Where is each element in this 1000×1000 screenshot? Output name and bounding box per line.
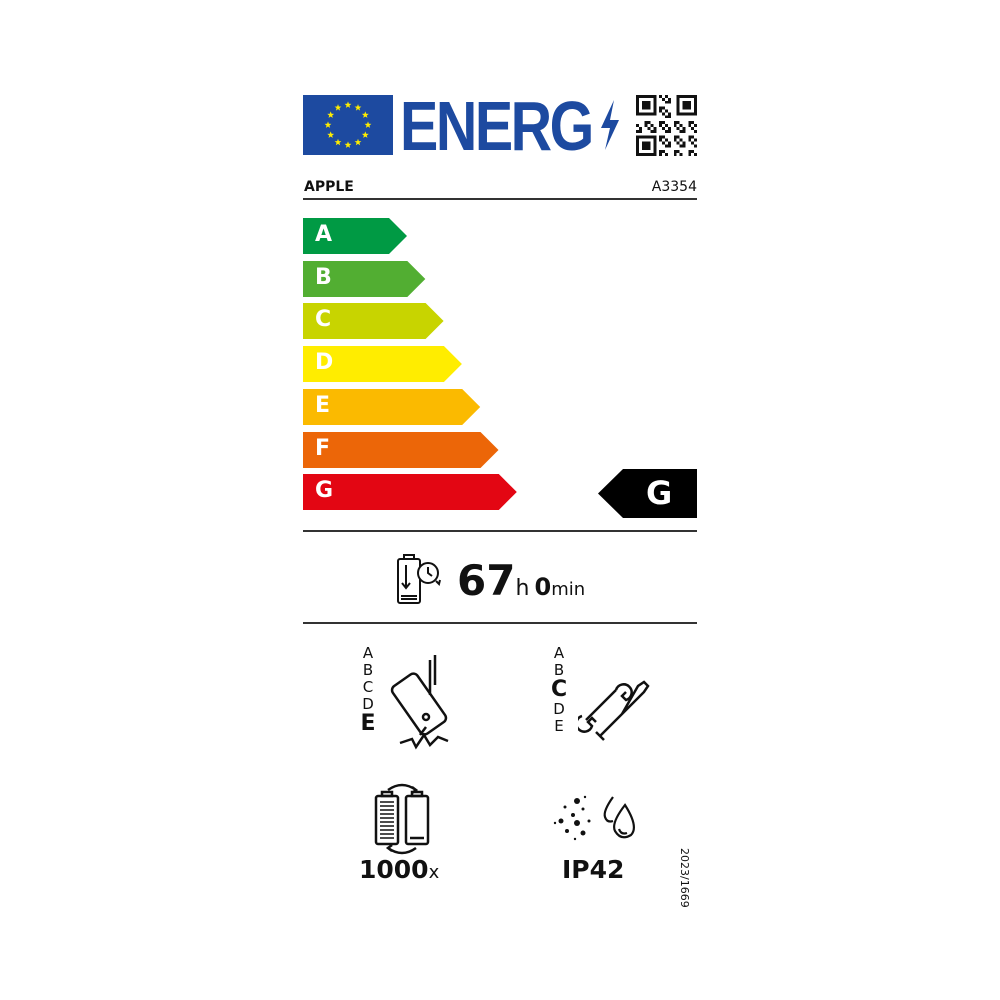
battery-endurance-icon bbox=[397, 554, 441, 604]
minutes-value: 0 bbox=[534, 573, 552, 601]
star-icon bbox=[361, 111, 369, 118]
bar-arrow-shape bbox=[303, 218, 407, 254]
energy-class-bar-d: D bbox=[303, 346, 464, 383]
star-icon bbox=[327, 131, 335, 138]
scale-class-a: A bbox=[553, 644, 565, 662]
minutes-unit: min bbox=[551, 579, 586, 600]
energy-class-bar-a: A bbox=[303, 218, 409, 254]
energy-class-bar-f: F bbox=[303, 431, 501, 468]
repair-tools-icon bbox=[578, 680, 650, 741]
eu-flag-icon bbox=[303, 95, 393, 155]
selected-class-indicator: G bbox=[598, 469, 697, 518]
divider bbox=[303, 622, 697, 624]
cycles-unit: x bbox=[428, 862, 440, 883]
star-icon bbox=[334, 138, 342, 146]
bar-arrow-shape bbox=[303, 388, 481, 425]
star-icon bbox=[354, 138, 362, 146]
energy-class-bar-b: B bbox=[303, 260, 427, 297]
battery-endurance-value: 67h 0min bbox=[457, 556, 585, 605]
hours-unit: h bbox=[515, 576, 530, 601]
scale-class-b: B bbox=[553, 661, 565, 679]
qr-code-icon bbox=[636, 95, 697, 156]
scale-class-d: D bbox=[553, 700, 565, 718]
selected-class-label: G bbox=[646, 474, 673, 512]
scale-class-a: A bbox=[362, 644, 374, 662]
regulation-number: 2023/1669 bbox=[678, 848, 691, 908]
energy-class-label: D bbox=[315, 350, 334, 376]
star-icon bbox=[354, 104, 362, 111]
energy-class-label: F bbox=[315, 435, 331, 461]
ingress-protection-rating: IP42 bbox=[562, 855, 625, 884]
scale-class-c: C bbox=[362, 678, 374, 696]
star-icon bbox=[334, 104, 342, 111]
energy-class-bar-c: C bbox=[303, 303, 446, 340]
scale-class-e: E bbox=[360, 711, 376, 736]
energy-class-label: C bbox=[315, 307, 332, 333]
energy-class-label: E bbox=[315, 392, 331, 418]
star-icon bbox=[327, 111, 335, 118]
cycles-count: 1000 bbox=[359, 855, 429, 884]
divider bbox=[303, 530, 697, 532]
scale-class-e: E bbox=[554, 717, 564, 735]
scale-class-c: C bbox=[551, 677, 568, 702]
bar-arrow-shape bbox=[303, 260, 426, 297]
bar-arrow-shape bbox=[303, 346, 462, 383]
lightning-bolt-icon bbox=[601, 100, 619, 150]
battery-cycles-value: 1000x bbox=[359, 855, 439, 884]
energy-logo-text: ENERG bbox=[400, 87, 594, 165]
energy-class-bar-g: G bbox=[303, 474, 519, 511]
phone-drop-icon bbox=[390, 655, 449, 750]
supplier-name: APPLE bbox=[304, 179, 354, 195]
bar-arrow-shape bbox=[303, 474, 517, 511]
star-icon bbox=[344, 141, 352, 148]
scale-class-d: D bbox=[362, 695, 374, 713]
dust-water-icon bbox=[553, 795, 636, 841]
battery-cycles-icon bbox=[374, 783, 430, 855]
model-identifier: A3354 bbox=[651, 179, 697, 195]
indicator-arrow-icon bbox=[598, 469, 697, 518]
star-icon bbox=[324, 121, 332, 128]
bar-arrow-shape bbox=[303, 303, 444, 340]
hours-value: 67 bbox=[457, 556, 516, 605]
star-icon bbox=[361, 131, 369, 138]
scale-class-b: B bbox=[362, 661, 374, 679]
energy-class-label: B bbox=[315, 264, 332, 290]
divider bbox=[303, 198, 697, 200]
star-icon bbox=[364, 121, 372, 128]
energy-class-bar-e: E bbox=[303, 388, 482, 425]
energy-class-label: A bbox=[315, 222, 333, 247]
star-icon bbox=[344, 101, 352, 108]
energy-class-label: G bbox=[315, 478, 334, 504]
bar-arrow-shape bbox=[303, 431, 499, 468]
